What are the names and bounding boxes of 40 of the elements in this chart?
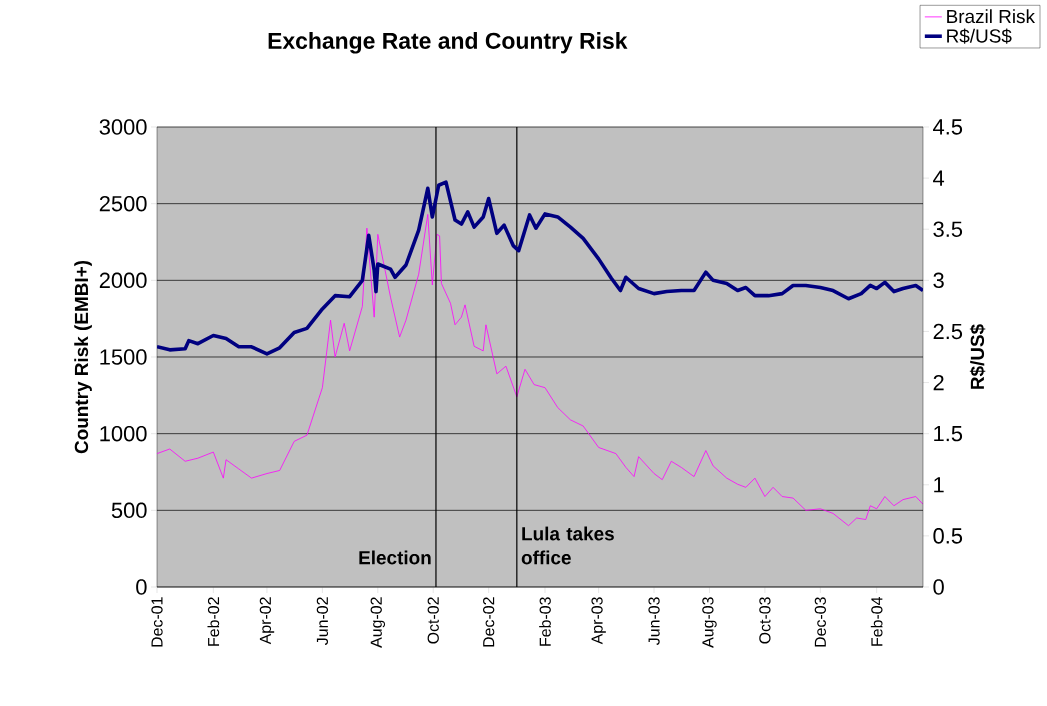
y2-tick-label: 2.5 xyxy=(933,323,963,340)
legend-label: Brazil Risk xyxy=(947,9,1036,24)
y-tick-label: 2500 xyxy=(99,195,147,212)
y-tick-label: 2000 xyxy=(99,272,147,289)
y-tick-label: 0 xyxy=(136,579,147,595)
chart-title: Exchange Rate and Country Risk xyxy=(268,32,628,54)
y2-tick-label: 2 xyxy=(933,374,944,391)
ref-line-label: Lula takes office xyxy=(521,526,614,565)
x-tick-label: Feb-04 xyxy=(870,597,883,646)
x-tick-label: Apr-02 xyxy=(259,597,275,645)
y-tick-label: 500 xyxy=(111,502,147,519)
y2-tick-label: 3 xyxy=(933,272,944,289)
y2-tick-label: 1.5 xyxy=(934,426,963,442)
x-tick-label: Apr-03 xyxy=(591,597,606,645)
x-tick-label: Feb-02 xyxy=(207,597,220,646)
y-tick-label: 1000 xyxy=(100,425,147,442)
x-tick-label: Dec-01 xyxy=(151,597,163,647)
y2-tick-label: 3.5 xyxy=(933,221,963,237)
legend-label: R$/US$ xyxy=(947,28,1012,44)
y2-tick-label: 4.5 xyxy=(933,119,963,135)
x-tick-label: Dec-03 xyxy=(814,597,826,647)
x-tick-label: Aug-03 xyxy=(702,597,717,648)
x-tick-label: Dec-02 xyxy=(483,597,495,647)
y2-tick-label: 1 xyxy=(934,477,944,493)
line-series xyxy=(157,214,924,527)
x-tick-label: Jun-02 xyxy=(316,597,329,646)
y-axis-title: Country Risk (EMBI+) xyxy=(74,260,92,454)
y-tick-label: 3000 xyxy=(99,119,147,135)
y-tick-label: 1500 xyxy=(100,349,147,365)
x-tick-label: Jun-03 xyxy=(648,597,660,646)
x-tick-label: Oct-02 xyxy=(427,597,439,644)
line-series xyxy=(157,180,924,356)
y2-tick-label: 4 xyxy=(933,170,945,186)
y2-tick-label: 0 xyxy=(933,579,944,595)
x-tick-label: Aug-02 xyxy=(370,597,386,648)
x-tick-label: Oct-03 xyxy=(759,597,771,644)
ref-line-label: Election xyxy=(359,550,431,565)
y2-tick-label: 0.5 xyxy=(933,528,963,544)
x-tick-label: Feb-03 xyxy=(539,597,551,646)
y2-axis-title: R$/US$ xyxy=(969,324,986,389)
